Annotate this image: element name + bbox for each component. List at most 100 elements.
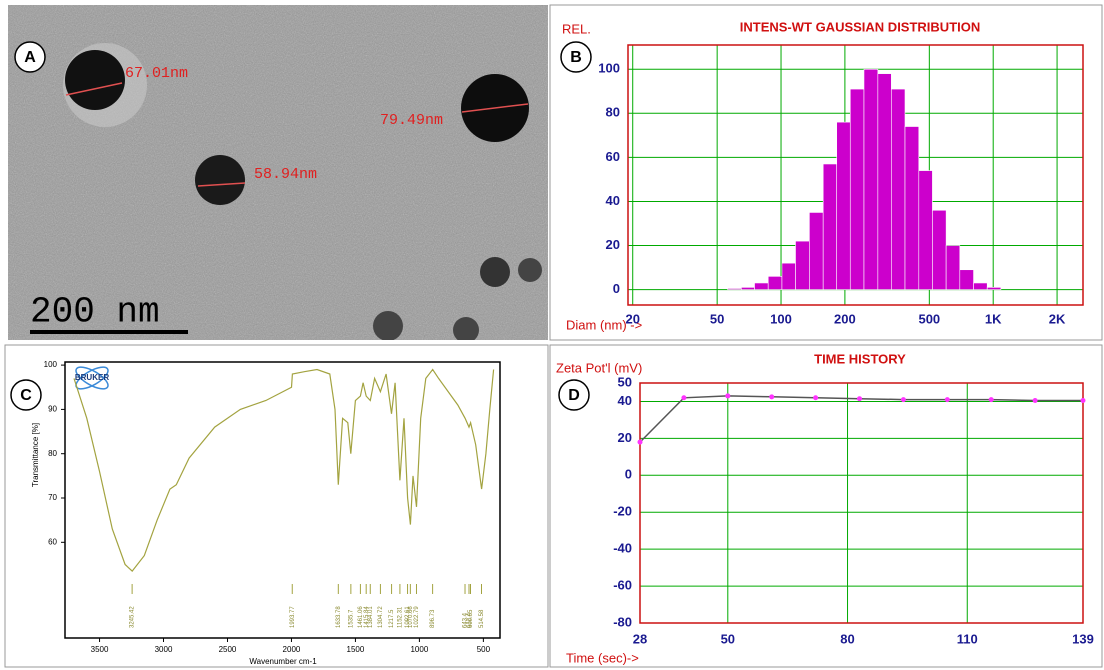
panel-label: B — [570, 49, 582, 66]
data-point — [988, 397, 994, 403]
y-tick-label: 40 — [606, 193, 620, 208]
x-tick-label: 2K — [1049, 311, 1066, 326]
peak-label: 612.4 — [467, 612, 473, 628]
chart-title: TIME HISTORY — [814, 351, 906, 366]
y-tick-label: 20 — [606, 237, 620, 252]
bar — [795, 240, 810, 290]
x-axis-label: Diam (nm) -> — [566, 317, 642, 332]
bar — [754, 282, 769, 290]
y-tick-label: 100 — [598, 61, 620, 76]
chart-title: INTENS-WT GAUSSIAN DISTRIBUTION — [740, 19, 981, 34]
peak-label: 1535.7 — [348, 609, 354, 628]
bar — [849, 88, 865, 290]
panel-badge — [558, 379, 590, 411]
bar — [932, 209, 947, 290]
data-point — [637, 439, 643, 445]
peak-label: 514.58 — [479, 609, 485, 628]
bar — [727, 288, 742, 290]
bar — [877, 73, 892, 290]
peak-label: 1022.79 — [414, 606, 420, 628]
series-line — [639, 395, 1083, 443]
x-axis-label: Wavenumber cm-1 — [249, 657, 317, 666]
y-tick-label: -40 — [613, 541, 632, 556]
measure-line — [461, 103, 529, 113]
panel-badge — [14, 41, 46, 73]
x-tick-label: 50 — [721, 631, 735, 646]
x-tick-label: 139 — [1072, 631, 1094, 646]
panel-badge — [10, 379, 42, 411]
measurement-label: 67.01nm — [125, 65, 188, 82]
y-axis-label: REL. — [562, 21, 591, 36]
particle — [65, 50, 125, 110]
plot-frame — [639, 382, 1084, 624]
series-line — [73, 368, 495, 572]
bar — [891, 88, 906, 290]
x-tick-label: 2500 — [219, 645, 237, 654]
x-tick-label: 20 — [625, 311, 639, 326]
y-tick-label: 60 — [48, 537, 57, 546]
measurement-label: 58.94nm — [254, 166, 317, 183]
measure-line — [65, 82, 123, 96]
x-tick-label: 3000 — [155, 645, 173, 654]
panel-label: C — [20, 387, 32, 404]
y-tick-label: -60 — [613, 578, 632, 593]
measure-line — [197, 182, 246, 187]
x-tick-label: 28 — [633, 631, 647, 646]
y-tick-label: -20 — [613, 504, 632, 519]
panel-frame — [549, 4, 1103, 341]
x-tick-label: 100 — [770, 311, 792, 326]
peak-label: 1415.84 — [364, 606, 370, 628]
data-point — [1080, 398, 1086, 404]
y-tick-label: 0 — [613, 281, 620, 296]
x-tick-label: 50 — [710, 311, 724, 326]
peak-label: 600.65 — [468, 609, 474, 628]
y-tick-label: 0 — [625, 467, 632, 482]
peak-label: 1461.06 — [358, 606, 364, 628]
y-axis-label: Transmittance [%] — [31, 423, 40, 487]
bar — [781, 262, 796, 290]
x-tick-label: 3500 — [91, 645, 109, 654]
bar — [863, 68, 879, 290]
panel-label: D — [568, 387, 580, 404]
y-tick-label: 50 — [618, 374, 632, 389]
bar — [836, 121, 851, 290]
y-tick-label: 70 — [48, 493, 57, 502]
peak-label: 896.73 — [430, 609, 436, 628]
y-tick-label: 80 — [48, 449, 57, 458]
y-tick-label: 60 — [606, 149, 620, 164]
x-tick-label: 110 — [957, 631, 978, 646]
bar — [918, 170, 933, 290]
logo-text: BRUKER — [75, 373, 109, 382]
scale-bar — [30, 330, 188, 334]
bar — [809, 212, 824, 290]
x-tick-label: 200 — [834, 311, 856, 326]
y-tick-label: 40 — [618, 393, 632, 408]
bar — [904, 126, 920, 290]
panel-frame — [4, 344, 549, 668]
particle — [373, 311, 403, 340]
data-point — [857, 396, 863, 402]
bar — [959, 269, 974, 290]
x-tick-label: 500 — [477, 645, 491, 654]
peak-label: 1092.61 — [405, 606, 411, 628]
bar — [767, 276, 783, 290]
peak-label: 1152.31 — [397, 606, 403, 628]
peak-label: 1633.78 — [336, 606, 342, 628]
particle — [195, 155, 245, 205]
peak-label: 1304.72 — [378, 606, 384, 628]
y-tick-label: 90 — [48, 405, 57, 414]
x-tick-label: 1500 — [347, 645, 365, 654]
panel-frame — [549, 344, 1103, 668]
peak-label: 1993.77 — [290, 606, 296, 628]
bar — [822, 163, 838, 290]
x-axis-label: Time (sec)-> — [566, 650, 639, 665]
scale-bar-label: 200 nm — [30, 292, 160, 333]
particle — [518, 258, 542, 282]
x-tick-label: 1000 — [410, 645, 428, 654]
y-tick-label: 100 — [44, 360, 58, 369]
panel-badge — [560, 41, 592, 73]
data-point — [900, 397, 906, 403]
measurement-label: 79.49nm — [380, 112, 443, 129]
data-point — [769, 394, 775, 400]
bar — [973, 282, 988, 290]
